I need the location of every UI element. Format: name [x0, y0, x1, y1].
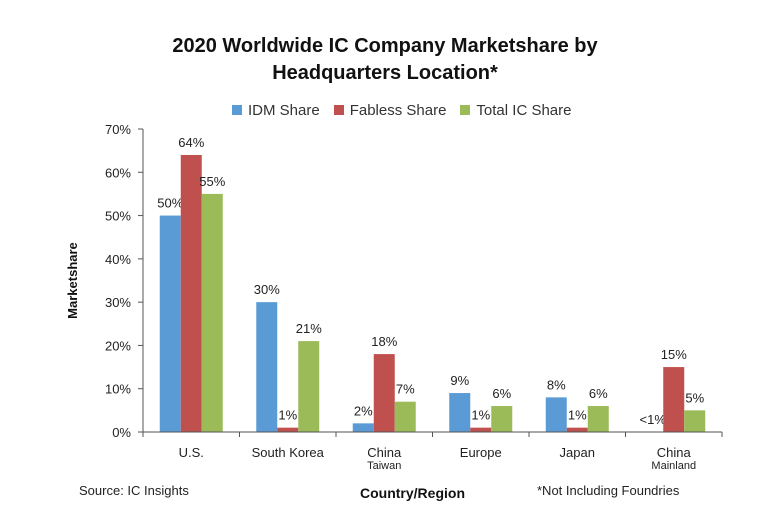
bar: [587, 406, 609, 432]
data-label: 1%: [471, 408, 490, 423]
bar: [298, 341, 320, 432]
bar: [201, 193, 223, 432]
category-label: Europe: [460, 445, 502, 460]
bar: [663, 367, 685, 432]
data-label: 6%: [589, 386, 608, 401]
data-label: 30%: [254, 282, 280, 297]
chart-title: 2020 Worldwide IC Company Marketshare by…: [150, 33, 620, 87]
category-label: South Korea: [252, 445, 325, 460]
bar: [394, 401, 416, 432]
data-label: 2%: [354, 403, 373, 418]
bar: [491, 406, 513, 432]
y-tick-label: 10%: [105, 382, 131, 397]
legend-label: Total IC Share: [476, 101, 572, 119]
legend-swatch: [460, 105, 471, 115]
chart-title-line-2: Headquarters Location*: [272, 62, 498, 84]
legend-label: Fabless Share: [349, 101, 447, 119]
data-label: 15%: [661, 347, 687, 362]
data-label: 50%: [157, 196, 183, 211]
legend-item: IDM Share: [232, 102, 320, 119]
data-label: 6%: [492, 386, 511, 401]
data-label: 64%: [178, 135, 204, 150]
legend-swatch: [333, 105, 344, 115]
category-label: Taiwan: [367, 460, 401, 472]
x-axis-label: Country/Region: [360, 485, 465, 501]
data-label: 7%: [396, 382, 415, 397]
bar: [545, 397, 567, 432]
category-label: U.S.: [179, 445, 204, 460]
legend-label: IDM Share: [248, 101, 320, 119]
category-label: China: [367, 445, 402, 460]
data-label: 18%: [371, 334, 397, 349]
bar: [373, 354, 395, 432]
bar: [159, 215, 181, 432]
category-label: Mainland: [651, 460, 696, 472]
bar: [180, 154, 202, 432]
y-tick-label: 40%: [105, 252, 131, 267]
legend-item: Fabless Share: [333, 101, 447, 119]
bar: [566, 427, 588, 432]
bar: [449, 393, 471, 432]
legend-item: Total IC Share: [460, 102, 571, 119]
y-axis-title: Marketshare: [65, 242, 80, 319]
chart-title-line-1: 2020 Worldwide IC Company Marketshare by: [172, 35, 598, 57]
legend-swatch: [232, 105, 242, 115]
data-label: 55%: [199, 174, 225, 189]
source-note: Source: IC Insights: [79, 483, 189, 498]
y-tick-label: 60%: [105, 165, 131, 180]
y-tick-label: 30%: [105, 295, 131, 310]
y-tick-label: 70%: [105, 122, 131, 137]
data-label: 21%: [296, 321, 322, 336]
bar: [352, 423, 374, 432]
data-label: <1%: [640, 412, 667, 427]
bar: [470, 427, 492, 432]
y-tick-label: 20%: [105, 338, 131, 353]
data-label: 8%: [547, 377, 566, 392]
legend: IDM Share Fabless Share Total IC Share: [232, 99, 585, 121]
y-tick-label: 50%: [105, 209, 131, 224]
bar: [684, 410, 706, 432]
bar: [277, 427, 299, 432]
data-label: 1%: [568, 408, 587, 423]
foundries-note: *Not Including Foundries: [537, 483, 680, 498]
category-label: Japan: [560, 445, 595, 460]
y-tick-label: 0%: [112, 425, 131, 440]
data-label: 1%: [278, 408, 297, 423]
category-label: China: [657, 445, 692, 460]
data-label: 9%: [450, 373, 469, 388]
bar: [256, 302, 278, 432]
data-label: 5%: [685, 390, 704, 405]
